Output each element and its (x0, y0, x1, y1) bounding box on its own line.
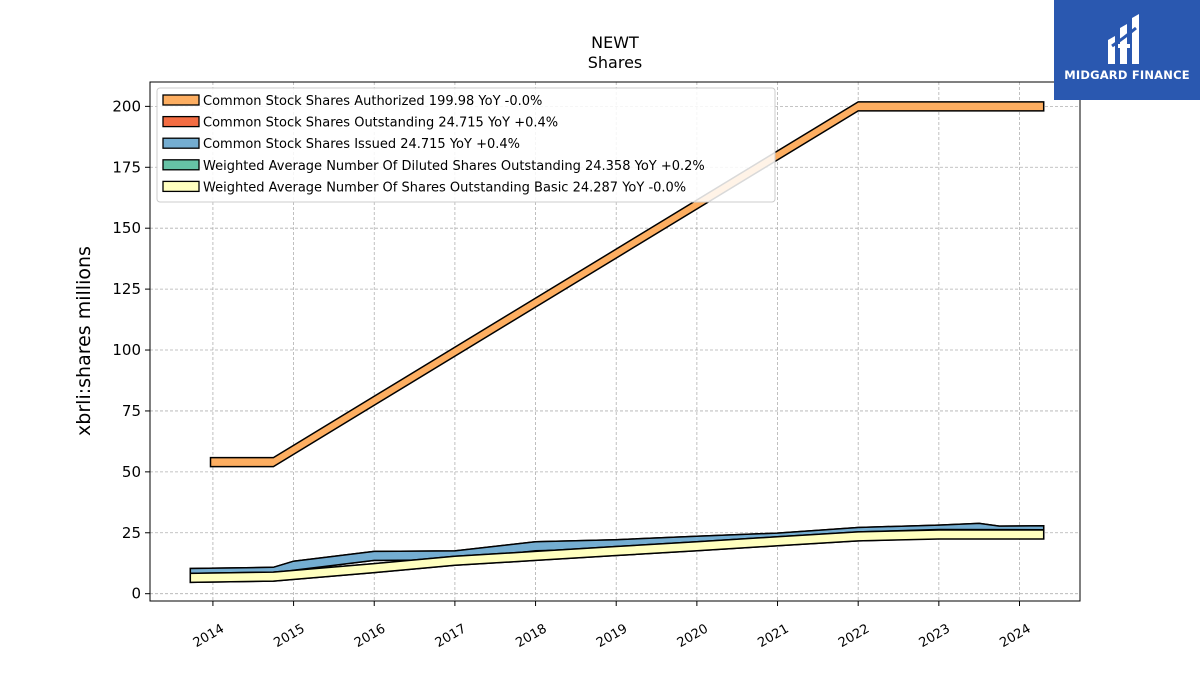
legend-entry: Weighted Average Number Of Shares Outsta… (203, 180, 686, 195)
chart-title: NEWT (591, 33, 639, 52)
x-tick-label: 2023 (917, 621, 953, 651)
y-tick-label: 200 (112, 97, 141, 115)
legend-swatch (162, 137, 200, 149)
y-tick-label: 175 (112, 158, 141, 176)
legend-entry: Common Stock Shares Issued 24.715 YoY +0… (203, 137, 520, 152)
midgard-finance-logo: MIDGARD FINANCE (1054, 0, 1200, 100)
series-band (189, 529, 1045, 584)
series-band (209, 101, 1045, 468)
logo-mark-icon (1108, 14, 1139, 64)
series-layer (189, 101, 1045, 584)
x-tick-label: 2016 (352, 621, 388, 651)
x-tick-label: 2021 (755, 621, 791, 651)
legend-swatch (162, 115, 200, 128)
legend: Common Stock Shares Authorized 199.98 Yo… (156, 87, 776, 203)
chart-subtitle: Shares (588, 53, 643, 72)
y-tick-label: 150 (112, 219, 141, 237)
legend-entry: Common Stock Shares Authorized 199.98 Yo… (203, 94, 542, 109)
x-tick-label: 2020 (675, 621, 711, 651)
legend-swatch (162, 94, 200, 106)
legend-swatch (162, 159, 200, 171)
x-tick-label: 2022 (836, 621, 872, 651)
y-tick-label: 25 (122, 524, 141, 542)
x-tick-label: 2018 (513, 621, 549, 651)
legend-box (156, 87, 776, 203)
y-tick-label: 0 (131, 585, 141, 603)
x-tick-label: 2024 (997, 621, 1033, 651)
legend-entry: Weighted Average Number Of Diluted Share… (203, 159, 705, 174)
y-tick-label: 75 (122, 402, 141, 420)
x-tick-label: 2019 (594, 621, 630, 651)
x-tick-label: 2017 (433, 621, 469, 651)
plot-frame (149, 81, 1081, 602)
y-tick-label: 125 (112, 280, 141, 298)
x-tick-label: 2015 (271, 621, 307, 651)
y-tick-label: 50 (122, 463, 141, 481)
x-tick-label: 2014 (191, 621, 227, 651)
logo-name: MIDGARD FINANCE (1064, 68, 1190, 82)
y-axis-label: xbrli:shares millions (73, 246, 95, 436)
y-tick-label: 100 (112, 341, 141, 359)
legend-swatch (162, 180, 200, 193)
legend-entry: Common Stock Shares Outstanding 24.715 Y… (203, 116, 558, 131)
